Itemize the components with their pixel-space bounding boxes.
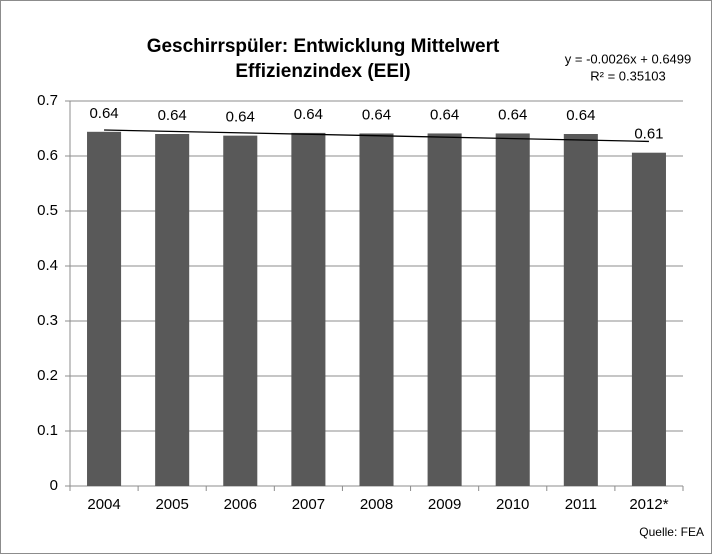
bar — [631, 152, 666, 486]
x-tick-label: 2010 — [496, 496, 529, 513]
data-label: 0.64 — [226, 109, 255, 126]
trendline-r-squared: R² = 0.35103 — [590, 68, 666, 83]
x-tick-label: 2009 — [428, 496, 461, 513]
x-tick-label: 2004 — [87, 496, 120, 513]
y-tick-label: 0.5 — [37, 202, 58, 219]
data-label: 0.61 — [634, 126, 663, 143]
bar — [427, 133, 462, 486]
trendline — [104, 129, 649, 143]
x-tick-label: 2012* — [629, 496, 668, 513]
x-tick-label: 2006 — [224, 496, 257, 513]
bar — [359, 133, 394, 486]
data-label: 0.64 — [430, 106, 459, 123]
data-label: 0.64 — [362, 106, 391, 123]
bar — [495, 133, 530, 486]
y-tick-label: 0.3 — [37, 312, 58, 329]
chart-title: Geschirrspüler: Entwicklung Mittelwert — [147, 36, 500, 57]
bar — [291, 132, 326, 486]
data-label: 0.64 — [294, 106, 323, 123]
y-tick-label: 0.6 — [37, 147, 58, 164]
x-tick-label: 2005 — [155, 496, 188, 513]
y-tick-label: 0.7 — [37, 92, 58, 109]
data-label: 0.64 — [498, 106, 527, 123]
data-label: 0.64 — [89, 105, 118, 122]
trendline-equation: y = -0.0026x + 0.6499 — [565, 51, 691, 66]
source-note: Quelle: FEA — [639, 525, 704, 539]
y-tick-label: 0 — [50, 477, 58, 494]
data-label: 0.64 — [158, 107, 187, 124]
y-tick-label: 0.4 — [37, 257, 58, 274]
chart-title: Effizienzindex (EEI) — [235, 61, 410, 82]
x-tick-label: 2007 — [292, 496, 325, 513]
y-tick-label: 0.2 — [37, 367, 58, 384]
bar — [563, 134, 598, 486]
data-label: 0.64 — [566, 107, 595, 124]
x-tick-label: 2011 — [565, 496, 597, 513]
bar — [87, 131, 122, 487]
y-tick-label: 0.1 — [37, 422, 58, 439]
x-tick-label: 2008 — [360, 496, 393, 513]
bar — [223, 135, 258, 486]
bar — [155, 134, 190, 486]
